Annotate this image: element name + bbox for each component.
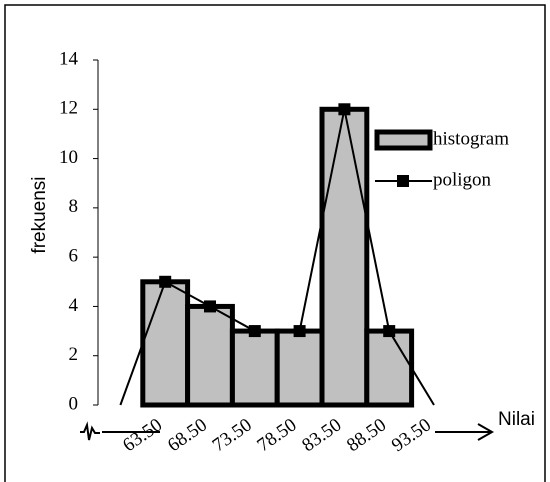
x-tick-label: 88.50 (343, 414, 390, 456)
histogram-bar (319, 106, 370, 408)
polygon-marker (293, 325, 306, 338)
y-tick-label: 6 (69, 246, 79, 267)
histogram-bar (140, 279, 191, 408)
polygon-marker (159, 275, 172, 288)
y-axis-title: frekuensi (29, 176, 50, 253)
y-tick-label: 2 (69, 344, 79, 365)
polygon-line (119, 109, 435, 406)
y-tick-label: 4 (69, 295, 79, 316)
x-tick-label: 93.50 (388, 414, 435, 456)
legend-marker (397, 175, 409, 187)
legend-label: histogram (433, 128, 509, 149)
polygon-marker (204, 300, 216, 313)
x-axis-title: Nilai (498, 409, 535, 430)
histogram-bar (185, 303, 235, 408)
y-tick-label: 14 (59, 48, 79, 69)
x-tick-label: 63.50 (119, 414, 166, 456)
x-tick-label: 73.50 (209, 414, 256, 456)
histogram-bar (229, 328, 280, 408)
x-tick-label: 78.50 (254, 414, 301, 456)
x-axis-break (80, 421, 160, 441)
x-tick-label: 68.50 (164, 414, 211, 456)
y-tick-label: 12 (59, 98, 78, 119)
polygon-marker (338, 103, 351, 116)
legend-label: poligon (433, 169, 492, 190)
y-tick-label: 0 (69, 393, 79, 414)
x-axis-arrow (435, 423, 495, 441)
y-tick-label: 8 (69, 196, 79, 217)
frame (4, 4, 546, 482)
polygon-marker (383, 325, 396, 338)
y-tick-label: 10 (59, 147, 78, 168)
legend-swatch (374, 129, 433, 151)
histogram-bar (364, 328, 415, 408)
histogram-bar (274, 328, 325, 408)
polygon-marker (248, 325, 261, 338)
x-tick-label: 83.50 (298, 414, 345, 456)
